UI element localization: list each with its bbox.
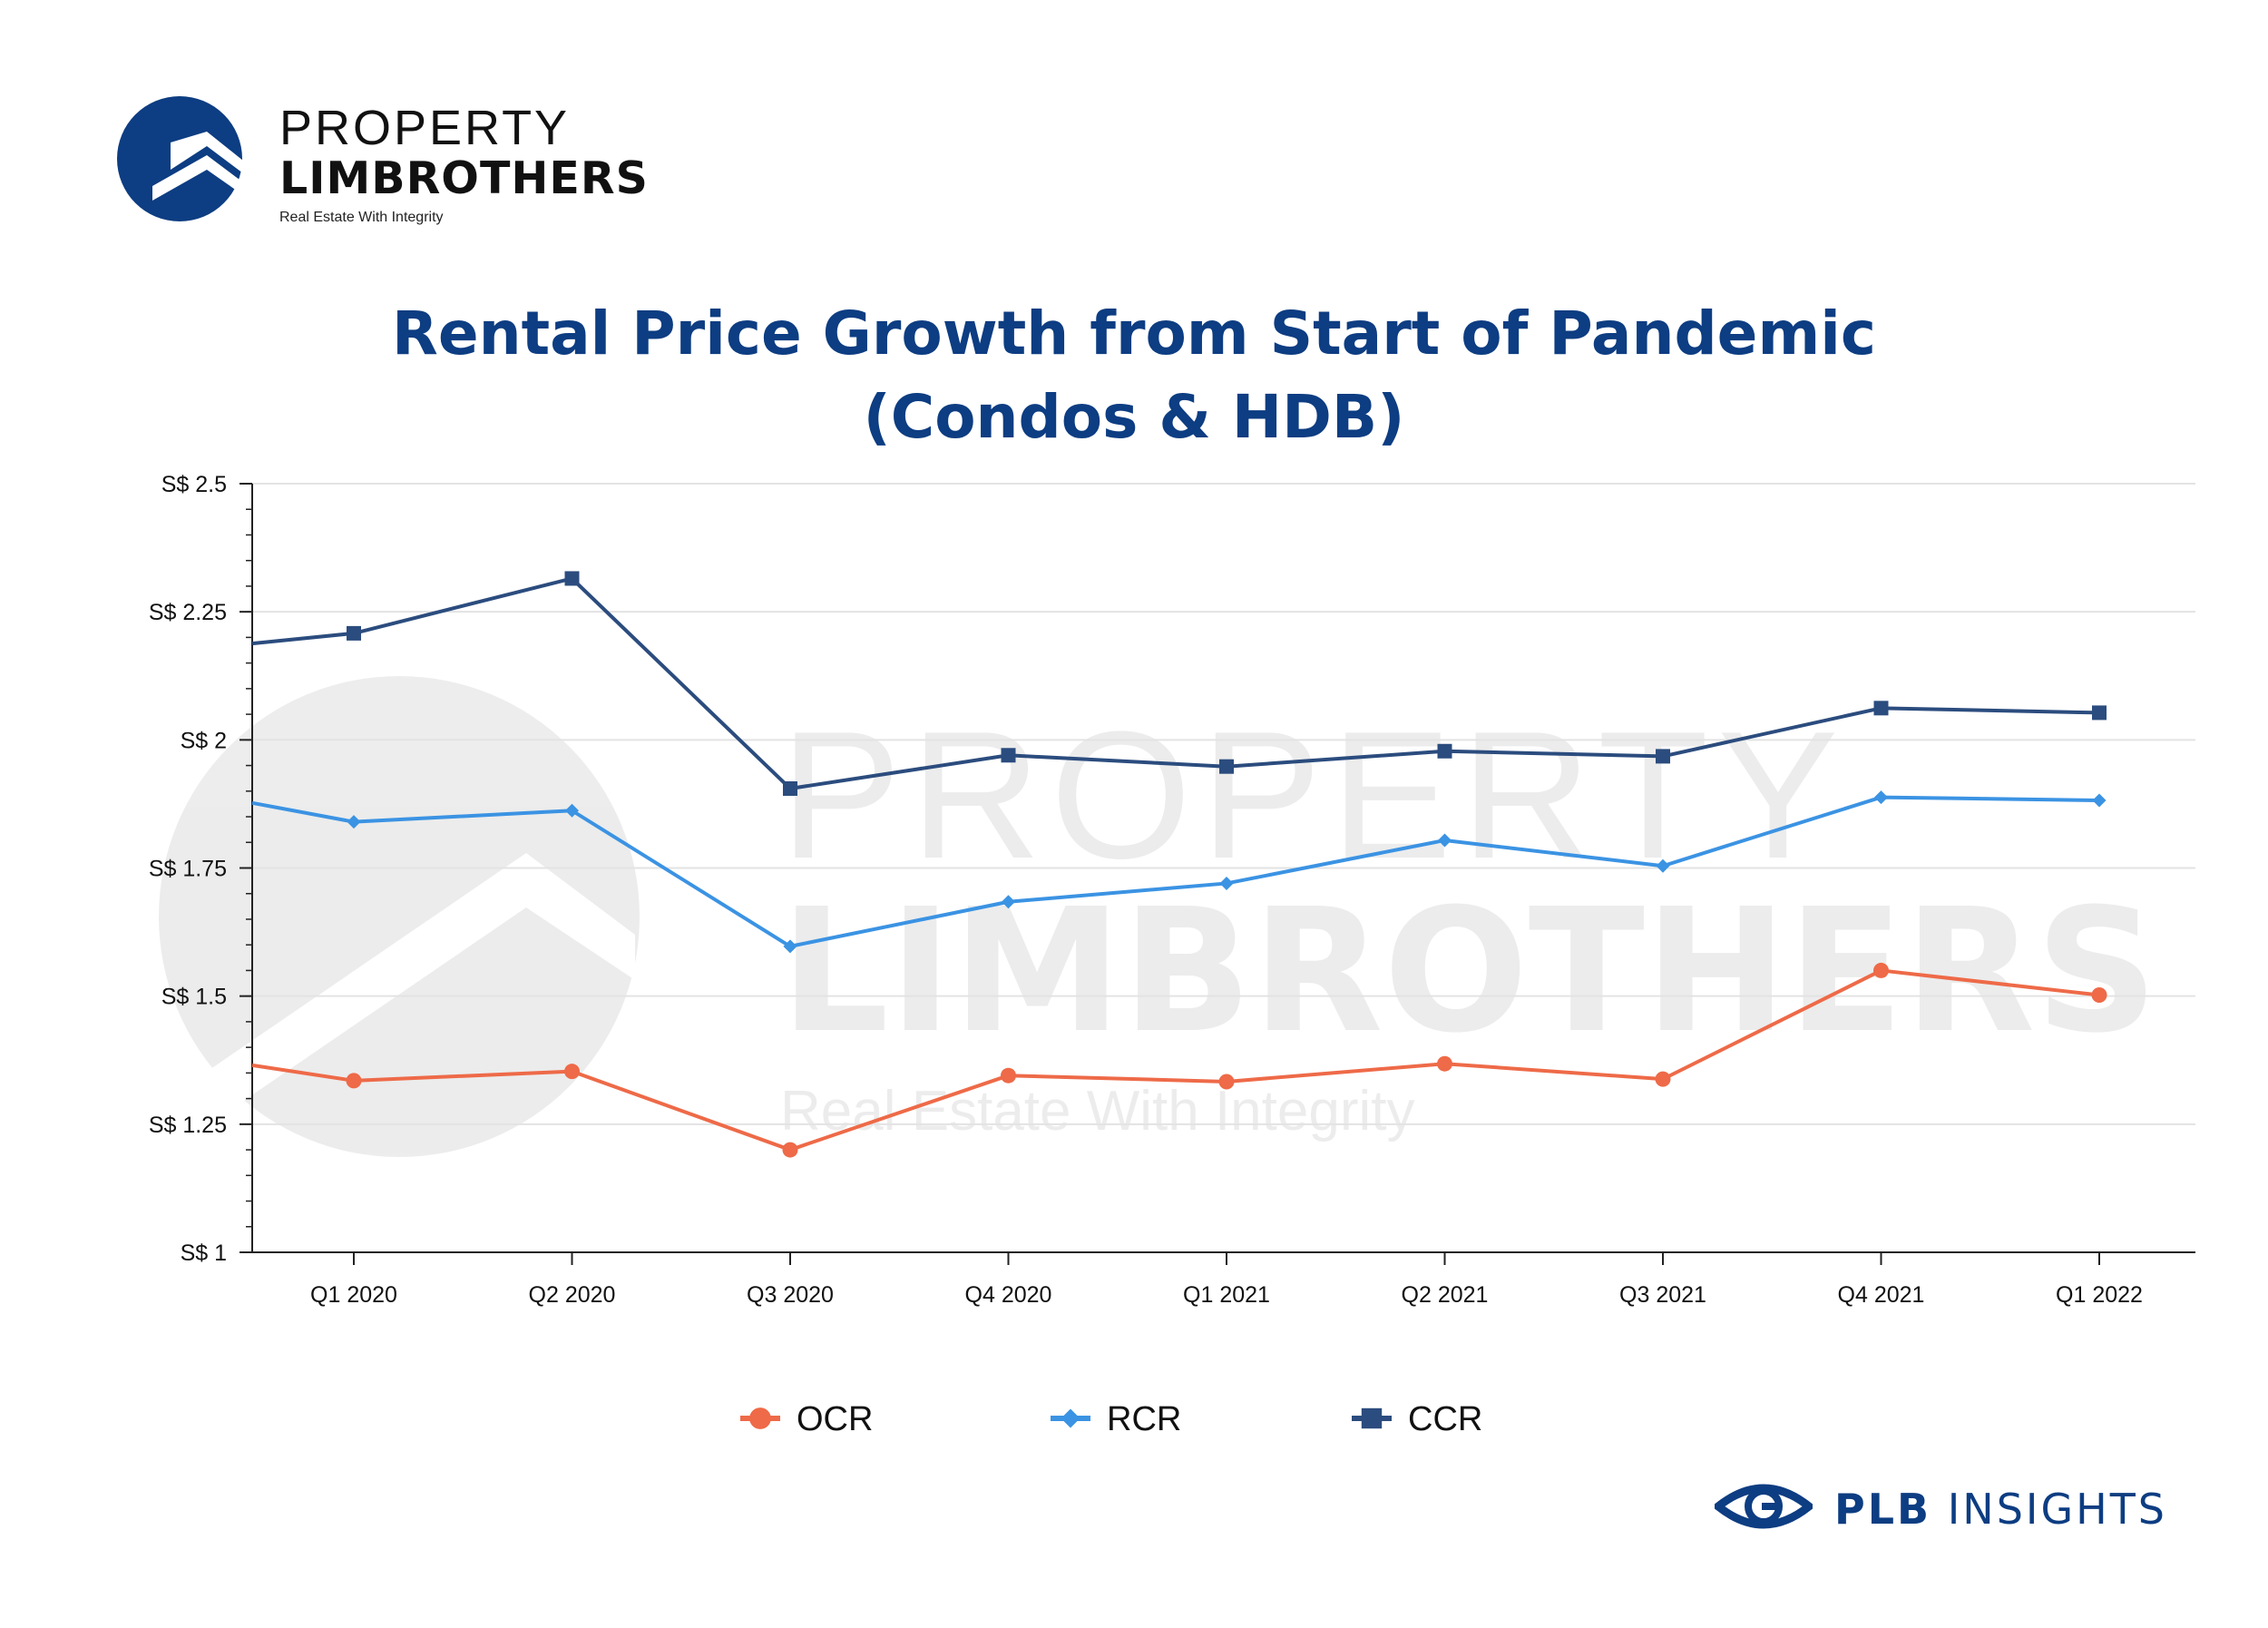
ccr-legend-marker [1361, 1407, 1383, 1429]
chart-title: Rental Price Growth from Start of Pandem… [0, 292, 2268, 459]
y-tick-label: S$ 1.5 [161, 985, 227, 1010]
x-tick-label: Q4 2020 [965, 1282, 1052, 1308]
y-tick-label: S$ 2.25 [149, 600, 227, 625]
plb-label: PLB [1834, 1485, 1932, 1534]
ccr-point [564, 571, 580, 586]
ccr-point [1001, 748, 1016, 763]
brand-line2: LIMBROTHERS [279, 152, 649, 204]
ocr-legend-label: OCR [797, 1400, 873, 1438]
ocr-point [782, 1142, 798, 1158]
x-tick-label: Q1 2022 [2056, 1282, 2143, 1308]
ccr-point [1873, 701, 1889, 716]
ccr-point [1219, 759, 1234, 774]
chart-title-line2: (Condos & HDB) [863, 382, 1405, 452]
x-tick-label: Q4 2021 [1838, 1282, 1925, 1308]
rcr-point [2092, 793, 2107, 808]
rcr-legend-label: RCR [1107, 1400, 1181, 1438]
rcr-point [783, 939, 797, 954]
watermark-tagline: Real Estate With Integrity [780, 1080, 1415, 1143]
x-tick-label: Q1 2021 [1183, 1282, 1270, 1308]
x-tick-label: Q2 2020 [529, 1282, 616, 1308]
ccr-point [1656, 749, 1670, 764]
brand-wordmark: PROPERTY LIMBROTHERS Real Estate With In… [279, 103, 649, 226]
eye-logo-icon [1715, 1484, 1813, 1529]
rcr-point [565, 803, 579, 818]
ocr-point [346, 1073, 362, 1089]
ccr-point [347, 625, 361, 641]
rcr-point [1438, 833, 1452, 848]
rcr-series-line [251, 795, 2100, 948]
brand-line1: PROPERTY [279, 101, 571, 155]
ccr-point [2092, 705, 2107, 721]
legend: OCR RCR CCR [740, 1400, 1482, 1438]
watermark: PROPERTY LIMBROTHERS Real Estate With In… [159, 676, 2158, 1157]
x-tick-label: Q3 2020 [747, 1282, 834, 1308]
plb-insights-wordmark: PLB INSIGHTS [1834, 1485, 2167, 1534]
ocr-point [2091, 987, 2107, 1004]
ocr-legend-marker [749, 1407, 771, 1429]
ocr-point [1001, 1067, 1016, 1084]
ocr-series-line [251, 968, 2100, 1152]
x-tick-label: Q1 2020 [310, 1282, 397, 1308]
watermark-line2: LIMBROTHERS [780, 872, 2158, 1071]
ocr-point [1218, 1074, 1235, 1090]
rcr-point [1874, 790, 1888, 805]
y-tick-label: S$ 2 [181, 728, 227, 753]
y-tick-label: S$ 1.25 [149, 1113, 227, 1138]
brand-tagline: Real Estate With Integrity [279, 210, 444, 225]
ccr-legend-label: CCR [1408, 1400, 1482, 1438]
rcr-point [347, 815, 361, 829]
x-tick-label: Q3 2021 [1619, 1282, 1706, 1308]
x-tick-label: Q2 2021 [1402, 1282, 1489, 1308]
brand-logo-icon [117, 96, 243, 221]
axes: S$ 1 S$ 1.25 S$ 1.5 S$ 1.75 S$ 2 S$ 2.25 S$ 2.… [149, 472, 2195, 1308]
ocr-point [1873, 962, 1889, 978]
ccr-point [783, 780, 797, 796]
ccr-series-line [251, 576, 2100, 790]
ccr-point [1437, 743, 1452, 759]
series-lines [251, 571, 2107, 1158]
rcr-legend-marker [1061, 1408, 1080, 1428]
ocr-point [564, 1064, 580, 1080]
watermark-logo-icon [159, 676, 640, 1157]
chart-title-line1: Rental Price Growth from Start of Pandem… [392, 299, 1876, 368]
insights-label: INSIGHTS [1947, 1485, 2167, 1534]
y-tick-label: S$ 1.75 [149, 857, 227, 882]
rcr-point [1002, 895, 1015, 909]
grid-lines [252, 483, 2195, 1125]
y-tick-label: S$ 2.5 [161, 472, 227, 497]
ocr-point [1655, 1071, 1671, 1087]
y-tick-label: S$ 1 [181, 1241, 227, 1266]
ocr-point [1437, 1055, 1452, 1072]
rcr-point [1656, 858, 1670, 873]
rcr-point [1219, 876, 1234, 890]
